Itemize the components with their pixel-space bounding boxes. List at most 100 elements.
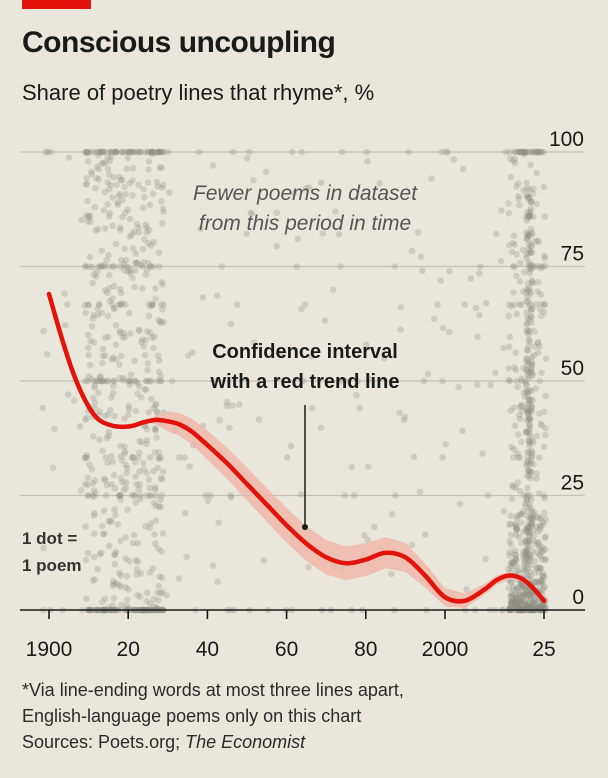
poem-dot [84,158,92,165]
poem-dot [521,566,529,573]
poem-dot [70,397,78,404]
poem-dot [523,538,530,546]
poem-dot [505,565,512,573]
poem-dot [255,416,263,423]
poem-dot [518,583,526,591]
poem-dot [87,218,94,225]
poem-dot [160,148,167,156]
poem-dot [351,492,358,499]
poem-dot [332,208,339,215]
poem-dot [523,546,530,554]
poem-dot [528,319,535,326]
poem-dot [524,602,532,610]
poem-dot [528,231,536,238]
poem-dot [525,527,533,535]
y-tick-label-0: 0 [572,586,584,609]
poem-dot [524,541,531,548]
poem-dot [329,286,337,294]
poem-dot [109,389,117,397]
poem-dot [213,292,221,300]
poem-dot [539,544,546,551]
poem-dot [124,148,131,156]
poem-dot [47,148,55,156]
poem-dot [141,236,148,243]
poem-dot [524,589,531,596]
poem-dot [262,168,270,176]
ci-annotation-line1: Confidence interval [212,341,398,363]
poem-dot [78,216,85,224]
poem-dot [308,404,316,412]
poem-dot [520,528,527,536]
poem-dot [115,301,123,308]
poem-dot [525,396,532,404]
poem-dot [524,232,532,239]
poem-dot [150,344,157,352]
poem-dot [523,229,530,236]
poem-dot [528,198,535,206]
poem-dot [364,158,371,165]
poem-dot [536,551,543,559]
poem-dot [505,376,513,384]
poem-dot [524,361,531,369]
poem-dot [515,591,522,599]
poem-dot [514,431,522,438]
poem-dot [123,464,131,472]
poem-dot [94,152,102,159]
poem-dot [533,475,540,482]
poem-dot [144,148,152,156]
poem-dot [156,357,163,364]
poem-dot [121,448,129,455]
poem-dot [152,295,159,303]
poem-dot [101,225,109,232]
poem-dot [511,241,519,248]
poem-dot [144,360,152,367]
poem-dot [525,603,533,611]
poem-dot [116,361,123,369]
poem-dot [159,306,166,313]
poem-dot [223,402,231,410]
poem-dot [524,603,532,610]
poem-dot [522,503,529,510]
poem-dot [522,526,530,534]
poem-dot [537,300,545,308]
poem-dot [539,556,546,563]
poem-dot [62,322,69,329]
poem-dot [114,192,122,200]
poem-dot [154,589,162,596]
poem-dot [396,409,403,417]
poem-dot [512,595,520,602]
poem-dot [510,599,518,606]
poem-dot [83,174,90,182]
poem-dot [93,175,100,182]
poem-dot [522,548,530,556]
poem-dot [523,217,531,224]
brand-red-tab [22,0,91,9]
poem-dot [110,304,118,312]
poem-dot [513,526,520,533]
poem-dot [121,443,128,451]
poem-dot [153,409,161,417]
poem-dot [528,454,535,461]
poem-dot [145,226,153,234]
poem-dot [150,238,158,246]
poem-dot [534,528,542,535]
poem-dot [541,301,549,308]
poem-dot [99,345,107,353]
poem-dot [106,185,113,193]
poem-dot [476,263,484,270]
poem-dot [388,570,395,578]
poem-dot [392,492,399,499]
poem-dot [287,442,295,450]
poem-dot [146,454,154,461]
poem-dot [86,461,93,468]
poem-dot [129,177,136,184]
poem-dot [537,514,544,522]
poem-dot [144,148,151,156]
poem-dot [524,557,532,565]
poem-dot [126,215,134,223]
poem-dot [523,462,530,470]
poem-dot [107,181,114,189]
poem-dot [534,513,542,521]
poem-dot [83,414,90,422]
poem-dot [524,564,532,572]
